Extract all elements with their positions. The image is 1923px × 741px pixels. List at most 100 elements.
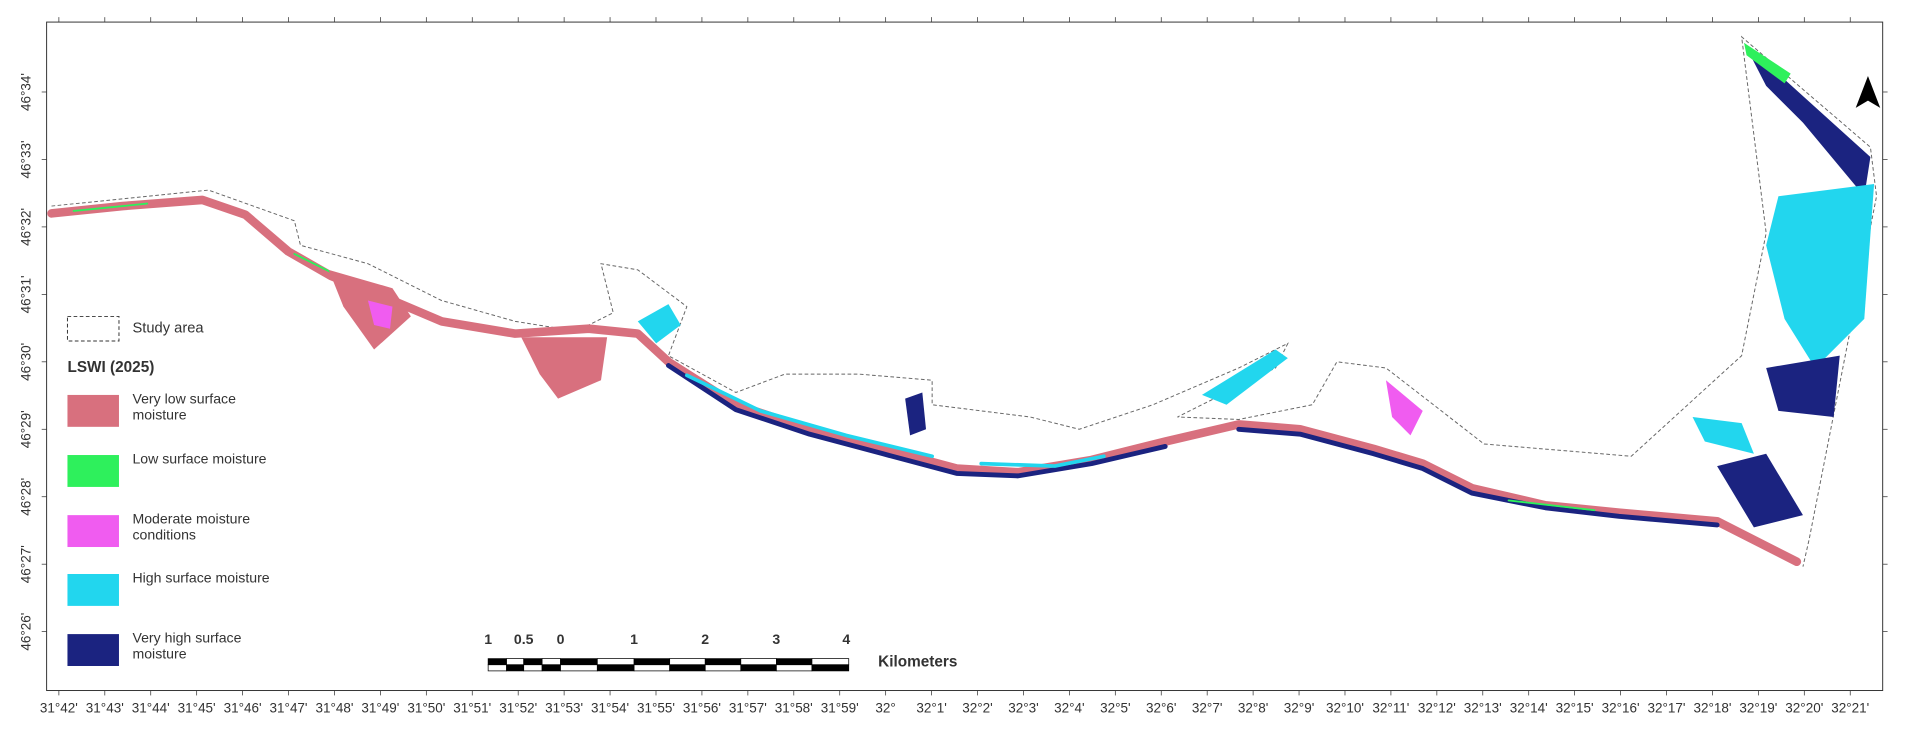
moisture-patch	[1744, 42, 1791, 84]
moisture-patch	[637, 304, 681, 344]
scale-segment	[740, 658, 777, 666]
map-group: Study area LSWI (2025) Very low surface …	[19, 17, 1888, 715]
moisture-patch	[1766, 355, 1840, 418]
longitude-label: 31°52'	[499, 700, 537, 715]
scale-label: 3	[772, 631, 780, 647]
scale-segment	[669, 658, 706, 666]
graticule-labels: 31°42' 31°43' 31°44' 31°45' 31°46' 31°47' 31°4…	[19, 17, 1888, 715]
scale-bar: 1 0.5 0 1 2 3 4	[484, 631, 850, 672]
study-area-outline	[51, 35, 1878, 567]
longitude-label: 32°21'	[1831, 700, 1869, 715]
legend-swatch	[67, 634, 119, 666]
moisture-patch	[328, 269, 411, 350]
scale-label: 0	[557, 631, 565, 647]
study-area-swatch	[66, 315, 120, 342]
scale-segment	[596, 658, 635, 666]
longitude-label: 31°53'	[545, 700, 583, 715]
coast-strip	[47, 195, 1802, 567]
scale-segment	[704, 658, 742, 666]
longitude-label: 32°2'	[962, 700, 992, 715]
moisture-patch	[1744, 42, 1871, 197]
scale-segment	[523, 664, 543, 672]
map-frame	[46, 21, 1884, 692]
moisture-patch	[685, 373, 1106, 468]
longitude-label: 31°56'	[683, 700, 721, 715]
moisture-patch	[521, 337, 608, 399]
moisture-patch	[47, 195, 1802, 567]
legend-swatch	[67, 574, 119, 606]
moisture-patch	[367, 300, 393, 329]
scale-unit: Kilometers	[878, 653, 957, 670]
longitude-label: 31°58'	[775, 700, 813, 715]
scale-segment	[487, 664, 507, 672]
longitude-label: 31°47'	[270, 700, 308, 715]
study-area-label: Study area	[132, 321, 204, 337]
longitude-label: 31°43'	[86, 700, 124, 715]
scale-segment	[560, 664, 598, 672]
scale-segment	[560, 658, 598, 666]
longitude-label: 32°1'	[916, 700, 946, 715]
legend-label: Very high surface moisture	[132, 631, 242, 663]
longitude-label: 31°49'	[361, 700, 399, 715]
longitude-label: 32°7'	[1192, 700, 1222, 715]
moisture-patch	[1201, 349, 1288, 405]
longitude-label: 32°10'	[1326, 700, 1364, 715]
scale-label: 1	[630, 631, 638, 647]
scale-segment	[506, 664, 525, 672]
legend-label-box: Moderate moisture conditions	[132, 512, 251, 544]
longitude-label: 32°14'	[1510, 700, 1548, 715]
legend-label-box: High surface moisture	[132, 572, 269, 587]
legend-swatch	[67, 455, 119, 487]
moisture-patch	[1717, 453, 1803, 528]
moisture-patch	[665, 363, 1720, 528]
scale-segment	[740, 664, 777, 672]
latitude-label: 46°34'	[19, 73, 34, 111]
longitude-label: 31°50'	[407, 700, 445, 715]
scale-label: 4	[842, 631, 850, 647]
longitude-label: 32°3'	[1008, 700, 1038, 715]
scale-segment	[669, 664, 706, 672]
latitude-label: 46°26'	[19, 613, 34, 651]
longitude-label: 32°15'	[1556, 700, 1594, 715]
scale-segment	[487, 658, 507, 666]
latitude-label: 46°27'	[19, 545, 34, 583]
scale-segment	[776, 664, 813, 672]
longitude-label: 31°59'	[821, 700, 859, 715]
longitude-label: 32°19'	[1739, 700, 1777, 715]
longitude-label: 32°8'	[1238, 700, 1268, 715]
scale-segment	[541, 664, 561, 672]
scale-segment	[596, 664, 635, 672]
scale-segment	[811, 658, 850, 666]
scale-segment	[633, 664, 671, 672]
longitude-label: 32°16'	[1602, 700, 1640, 715]
scale-segment	[506, 658, 525, 666]
north-arrow	[1855, 76, 1881, 108]
longitude-label: 32°4'	[1054, 700, 1084, 715]
moisture-patch	[1692, 417, 1754, 454]
longitude-label: 31°51'	[453, 700, 491, 715]
legend-label: Moderate moisture conditions	[132, 512, 251, 544]
longitude-label: 32°12'	[1418, 700, 1456, 715]
scale-segment	[523, 658, 543, 666]
legend-title: LSWI (2025)	[67, 359, 154, 376]
latitude-label: 46°33'	[19, 140, 34, 178]
scale-label: 1	[484, 631, 492, 647]
legend: Very low surface moisture Low surface moi…	[67, 392, 270, 666]
longitude-label: 31°54'	[591, 700, 629, 715]
longitude-label: 32°18'	[1693, 700, 1731, 715]
latitude-label: 46°32'	[19, 208, 34, 246]
moisture-patch	[1766, 183, 1875, 368]
scale-segment	[776, 658, 813, 666]
scale-segment	[633, 658, 671, 666]
legend-swatch	[67, 515, 119, 548]
longitude-label: 32°13'	[1464, 700, 1502, 715]
longitude-label: 32°9'	[1284, 700, 1314, 715]
longitude-label: 31°46'	[224, 700, 262, 715]
longitude-label: 31°45'	[178, 700, 216, 715]
longitude-label: 32°20'	[1785, 700, 1823, 715]
longitude-label: 32°11'	[1372, 700, 1409, 715]
scale-segment	[811, 664, 850, 672]
scale-segment	[541, 658, 561, 666]
